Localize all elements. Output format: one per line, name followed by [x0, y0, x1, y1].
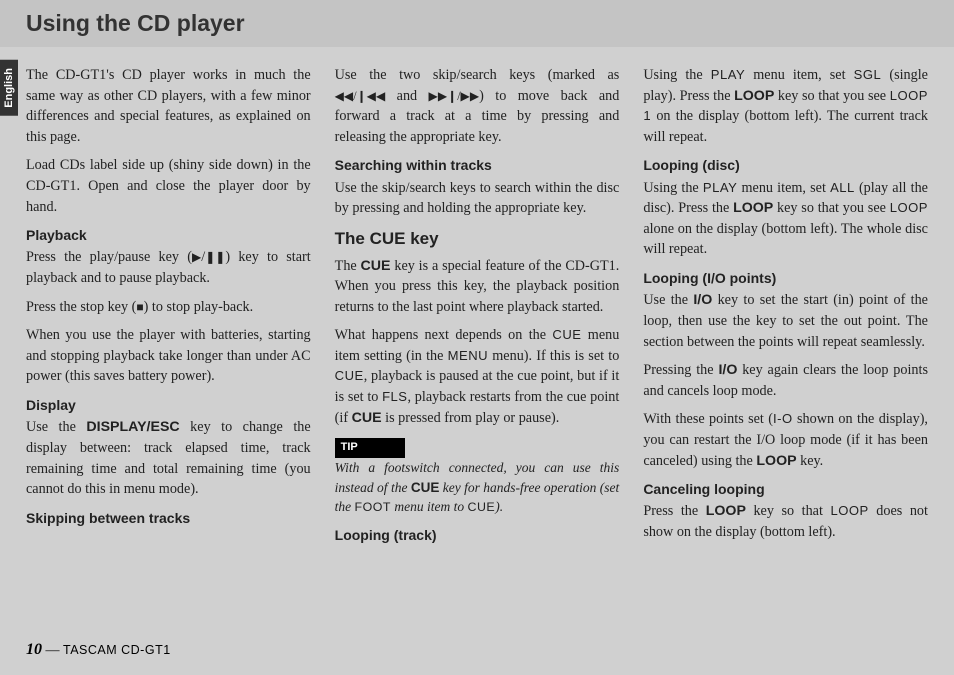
looping-io-para-1: Use the I/O key to set the start (in) po… [643, 290, 928, 352]
looping-disc-heading: Looping (disc) [643, 155, 928, 175]
looping-io-heading: Looping (I/O points) [643, 268, 928, 288]
play-icon: ▶ [192, 249, 201, 266]
canceling-heading: Canceling looping [643, 479, 928, 499]
display-heading: Display [26, 395, 311, 415]
looping-disc-para: Using the PLAY menu item, set ALL (play … [643, 178, 928, 260]
skipping-para: Use the two skip/search keys (marked as … [335, 65, 620, 147]
content-columns: The CD-GT1's CD player works in much the… [0, 65, 954, 545]
intro-para-2: Load CDs label side up (shiny side down)… [26, 155, 311, 217]
tip-label: TIP [335, 438, 405, 458]
cue-para-1: The CUE key is a special feature of the … [335, 256, 620, 318]
cue-key-label: CUE [361, 258, 391, 274]
model-name: TASCAM CD-GT1 [63, 643, 171, 657]
cue-para-2: What happens next depends on the CUE men… [335, 325, 620, 428]
looping-track-para: Using the PLAY menu item, set SGL (singl… [643, 65, 928, 147]
language-tab: English [0, 60, 18, 116]
pause-icon: ❚❚ [205, 249, 225, 266]
display-para: Use the DISPLAY/ESC key to change the di… [26, 417, 311, 499]
playback-heading: Playback [26, 225, 311, 245]
display-esc-key: DISPLAY/ESC [86, 419, 179, 435]
searching-heading: Searching within tracks [335, 155, 620, 175]
header-bar: Using the CD player [0, 0, 954, 47]
tip-block: TIP With a footswitch connected, you can… [335, 436, 620, 517]
forward-icon: ▶▶❙/▶▶ [429, 88, 480, 105]
intro-para-1: The CD-GT1's CD player works in much the… [26, 65, 311, 147]
playback-para-2: Press the stop key (■) to stop play-back… [26, 297, 311, 318]
playback-para-1: Press the play/pause key (▶/❚❚) key to s… [26, 247, 311, 288]
looping-track-heading: Looping (track) [335, 525, 620, 545]
canceling-para: Press the LOOP key so that LOOP does not… [643, 501, 928, 542]
playback-para-3: When you use the player with batteries, … [26, 325, 311, 387]
looping-io-para-2: Pressing the I/O key again clears the lo… [643, 360, 928, 401]
skipping-heading: Skipping between tracks [26, 508, 311, 528]
page-title: Using the CD player [26, 10, 954, 37]
searching-para: Use the skip/search keys to search withi… [335, 178, 620, 219]
page-footer: 10 — TASCAM CD-GT1 [26, 641, 171, 659]
looping-io-para-3: With these points set (I-O shown on the … [643, 409, 928, 471]
page-number: 10 [26, 641, 42, 658]
stop-icon: ■ [136, 299, 143, 316]
tip-text: With a footswitch connected, you can use… [335, 458, 620, 517]
cue-heading: The CUE key [335, 227, 620, 252]
rewind-icon: ◀◀/❙◀◀ [335, 88, 386, 105]
